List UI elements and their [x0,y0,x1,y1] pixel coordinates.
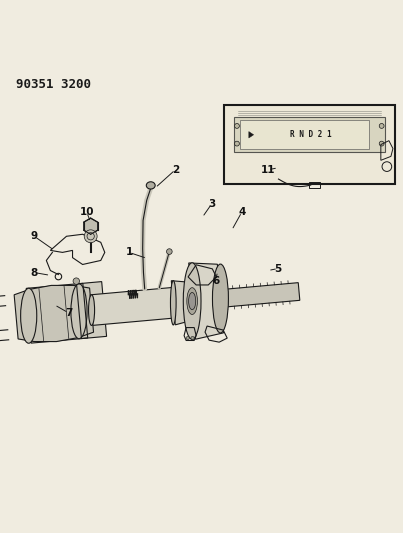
Circle shape [379,124,384,128]
Ellipse shape [21,288,37,343]
Polygon shape [223,282,300,307]
Text: 8: 8 [31,268,38,278]
Circle shape [166,249,172,254]
Ellipse shape [146,182,155,189]
Circle shape [235,124,239,128]
Ellipse shape [212,264,229,333]
Text: 11: 11 [261,165,275,175]
Polygon shape [189,263,224,339]
Polygon shape [26,281,106,343]
Text: 7: 7 [65,308,72,318]
Ellipse shape [189,293,196,310]
Polygon shape [249,132,253,138]
Text: R N D 2 1: R N D 2 1 [290,130,332,139]
Text: 3: 3 [208,199,215,209]
Bar [224,106,395,184]
Circle shape [191,336,194,340]
Polygon shape [171,281,194,325]
Circle shape [84,230,97,243]
Circle shape [73,278,79,284]
Text: 9: 9 [31,231,38,241]
Bar [234,117,385,152]
Ellipse shape [71,284,87,338]
Circle shape [235,141,239,146]
Polygon shape [84,218,98,235]
Text: 6: 6 [212,276,219,286]
Text: 5: 5 [274,263,282,273]
Ellipse shape [187,288,197,314]
Ellipse shape [89,295,95,326]
Text: 10: 10 [79,207,94,217]
Text: 90351 3200: 90351 3200 [16,78,91,91]
Text: 2: 2 [172,165,179,175]
Text: 1: 1 [125,247,133,257]
Circle shape [379,141,384,146]
Polygon shape [14,285,93,342]
Ellipse shape [183,263,201,340]
Bar [240,120,369,149]
Polygon shape [90,287,181,325]
Circle shape [186,336,189,340]
Ellipse shape [170,280,176,325]
Text: 4: 4 [238,207,245,217]
